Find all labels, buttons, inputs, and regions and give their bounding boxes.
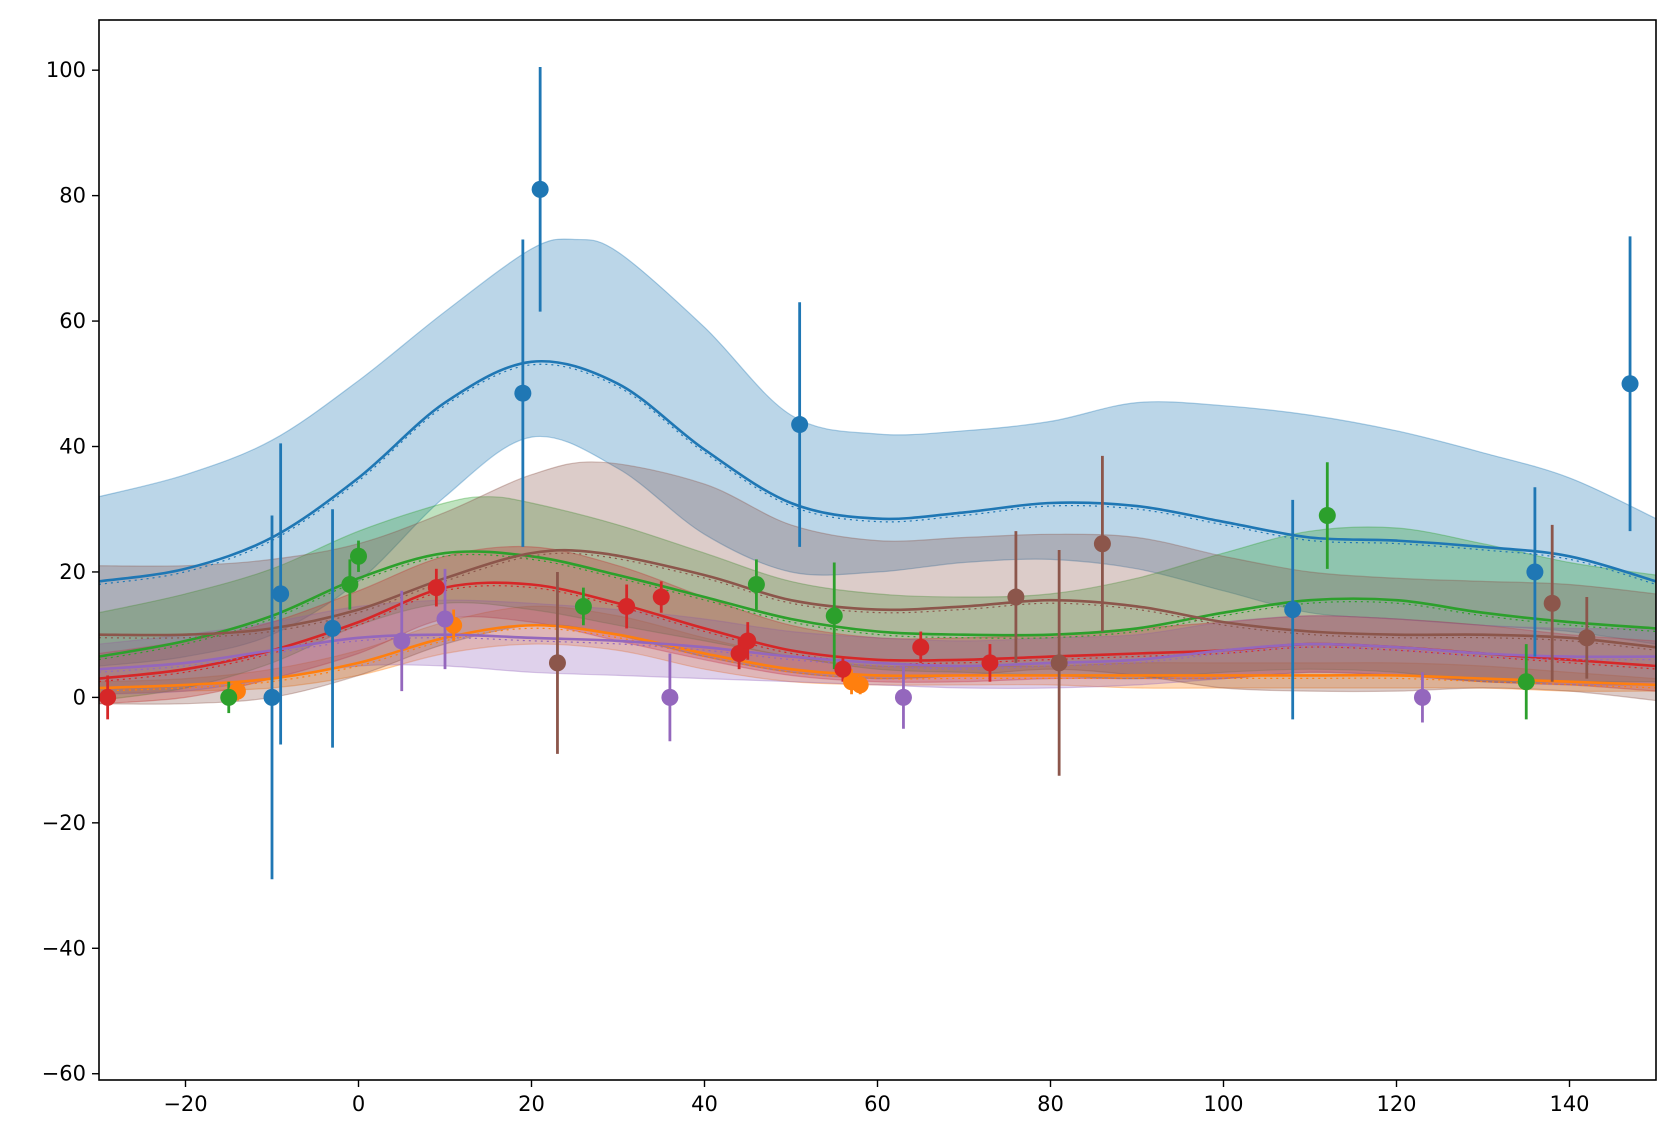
data-point-series-0-7 — [1526, 563, 1544, 581]
y-tick-label: −20 — [42, 811, 86, 835]
data-point-series-0-3 — [514, 384, 532, 402]
data-point-series-2-3 — [574, 597, 592, 615]
data-point-series-3-8 — [981, 654, 999, 672]
data-point-series-4-1 — [436, 610, 454, 628]
y-tick-label: 20 — [59, 560, 86, 584]
data-point-series-2-6 — [1318, 507, 1336, 525]
data-point-series-5-1 — [1007, 588, 1025, 606]
data-point-series-2-7 — [1517, 673, 1535, 691]
y-tick-label: 60 — [59, 309, 86, 333]
data-point-series-5-4 — [1543, 594, 1561, 612]
data-point-series-3-7 — [912, 638, 930, 656]
data-point-series-0-5 — [791, 416, 809, 434]
mean-line-dashed-series-0 — [99, 363, 1656, 585]
mean-line-dashed-series-4 — [99, 637, 1656, 673]
y-tick-label: 0 — [73, 685, 86, 709]
mean-line-series-4 — [99, 633, 1656, 671]
data-point-series-5-0 — [548, 654, 566, 672]
data-point-series-4-2 — [661, 688, 679, 706]
data-point-series-3-3 — [652, 588, 670, 606]
y-axis: −60 −40 −20 0 20 40 60 80 100 — [42, 58, 99, 1086]
x-axis: −20 0 20 40 60 80 100 120 140 — [163, 1080, 1590, 1116]
x-tick-label: 40 — [691, 1092, 718, 1116]
data-point-series-5-3 — [1093, 535, 1111, 553]
data-point-series-1-3 — [851, 676, 869, 694]
data-point-series-4-3 — [894, 688, 912, 706]
data-point-series-0-4 — [531, 180, 549, 198]
y-tick-label: 40 — [59, 435, 86, 459]
y-tick-label: −60 — [42, 1062, 86, 1086]
data-point-series-0-2 — [324, 619, 342, 637]
x-tick-label: 20 — [518, 1092, 545, 1116]
mean-line-dashed-series-1 — [99, 627, 1656, 692]
mean-line-series-5 — [99, 548, 1656, 649]
data-points — [99, 180, 1639, 706]
data-point-series-0-8 — [1621, 375, 1639, 393]
data-point-series-3-0 — [99, 688, 117, 706]
data-point-series-3-6 — [834, 660, 852, 678]
x-tick-label: 0 — [352, 1092, 365, 1116]
mean-line-series-0 — [99, 359, 1656, 583]
y-tick-label: 100 — [46, 58, 86, 82]
x-tick-label: 100 — [1203, 1092, 1243, 1116]
confidence-band-series-0 — [99, 238, 1656, 667]
data-point-series-0-6 — [1284, 601, 1302, 619]
data-point-series-3-2 — [618, 597, 636, 615]
data-point-series-0-0 — [263, 688, 281, 706]
data-point-series-0-1 — [272, 585, 290, 603]
confidence-band-series-4 — [99, 599, 1656, 695]
x-tick-label: 80 — [1037, 1092, 1064, 1116]
x-tick-label: −20 — [163, 1092, 207, 1116]
x-tick-label: 60 — [864, 1092, 891, 1116]
x-tick-label: 120 — [1376, 1092, 1416, 1116]
data-point-series-2-2 — [350, 547, 367, 565]
data-point-series-5-2 — [1050, 654, 1068, 672]
data-point-series-3-4 — [730, 644, 748, 662]
mean-line-series-2 — [99, 550, 1656, 658]
y-tick-label: −40 — [42, 936, 86, 960]
mean-line-dashed-series-3 — [99, 585, 1656, 683]
x-tick-label: 140 — [1549, 1092, 1589, 1116]
data-point-series-2-0 — [220, 688, 238, 706]
data-point-series-5-5 — [1578, 629, 1596, 647]
data-point-series-3-5 — [739, 632, 757, 650]
mean-lines — [99, 359, 1656, 692]
mean-line-series-1 — [99, 623, 1656, 690]
data-point-series-4-4 — [1413, 688, 1431, 706]
data-point-series-2-1 — [341, 575, 359, 593]
data-point-series-4-0 — [393, 632, 411, 650]
data-point-series-2-4 — [747, 575, 765, 593]
data-point-series-2-5 — [825, 607, 843, 625]
data-point-series-3-1 — [427, 579, 445, 597]
y-tick-label: 80 — [59, 184, 86, 208]
